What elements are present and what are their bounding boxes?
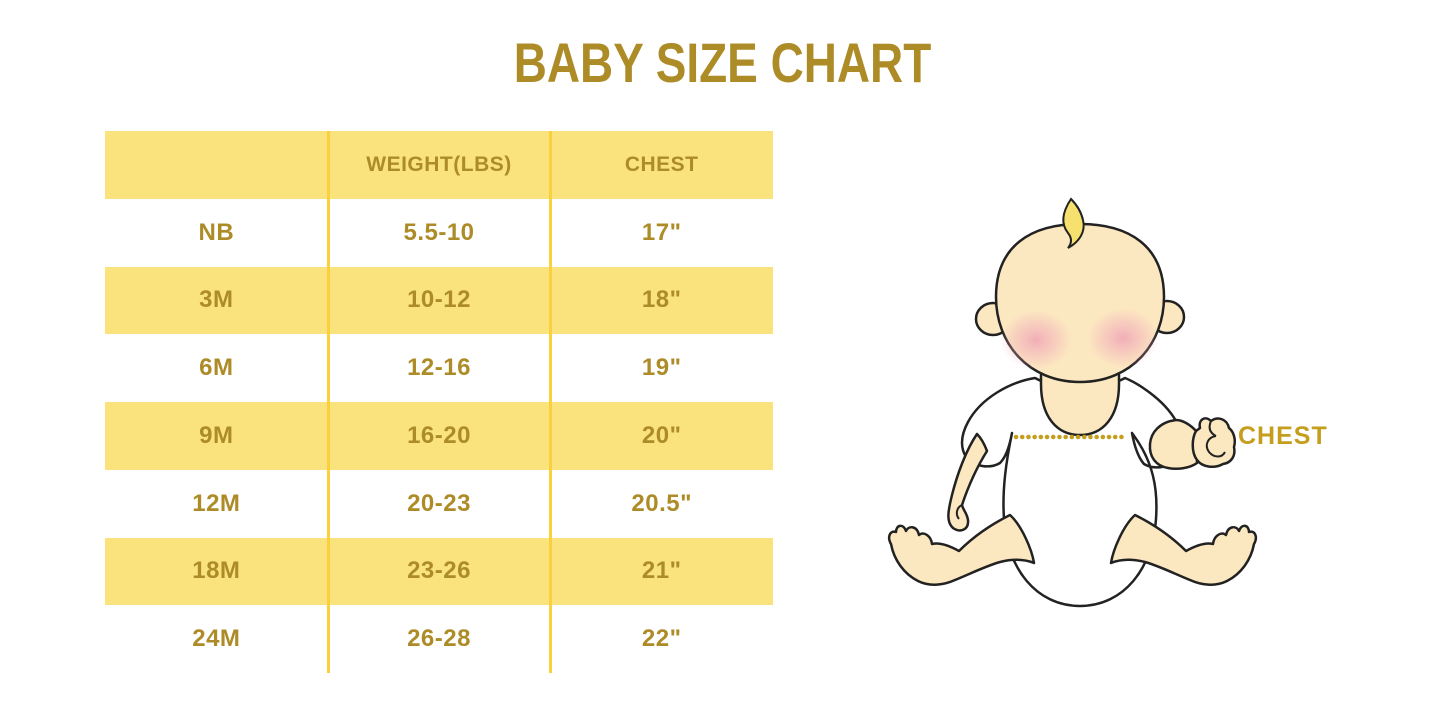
- table-row: NB 5.5-10 17": [105, 199, 773, 267]
- chest-label: CHEST: [1238, 422, 1328, 450]
- cell-size: NB: [198, 218, 235, 246]
- cell-size: 3M: [199, 286, 234, 314]
- cell-chest: 18": [641, 286, 682, 314]
- cell-chest: 22": [641, 625, 682, 653]
- baby-fist: [1191, 417, 1237, 469]
- cell-chest: 20.5": [631, 489, 692, 517]
- cell-size: 6M: [199, 354, 234, 382]
- cell-size: 9M: [199, 421, 234, 449]
- cell-chest: 21": [641, 557, 682, 585]
- table-row: 24M 26-28 22": [105, 605, 773, 673]
- baby-left-leg: [887, 513, 1036, 586]
- baby-left-hand-finger: [955, 504, 963, 520]
- table-row: 6M 12-16 19": [105, 334, 773, 402]
- baby-cheek-left: [1000, 310, 1072, 370]
- baby-illustration: CHEST: [860, 170, 1340, 620]
- table-row: 12M 20-23 20.5": [105, 470, 773, 538]
- cell-size: 18M: [192, 557, 241, 585]
- cell-weight: 5.5-10: [403, 218, 475, 246]
- baby-svg: CHEST: [887, 197, 1328, 608]
- cell-chest: 20": [641, 421, 682, 449]
- baby-fist-thumb-line: [1208, 420, 1217, 437]
- table-row: 9M 16-20 20": [105, 402, 773, 470]
- header-cell-weight: WEIGHT(LBS): [366, 152, 512, 176]
- cell-weight: 26-28: [407, 625, 471, 653]
- table-row: 3M 10-12 18": [105, 266, 773, 335]
- size-chart-table: WEIGHT(LBS) CHEST NB 5.5-10 17" 3M 10-12…: [105, 131, 773, 673]
- column-divider: [549, 131, 552, 673]
- baby-cheek-right: [1087, 308, 1159, 368]
- table-header-row: WEIGHT(LBS) CHEST: [105, 131, 773, 199]
- cell-size: 24M: [192, 625, 241, 653]
- header-cell-chest: CHEST: [624, 152, 699, 176]
- cell-weight: 20-23: [407, 489, 471, 517]
- baby-left-arm: [947, 432, 989, 532]
- cell-weight: 12-16: [407, 354, 471, 382]
- cell-chest: 17": [641, 218, 682, 246]
- column-divider: [327, 131, 330, 673]
- baby-right-arm: [1148, 418, 1199, 471]
- header-cell-size: [105, 131, 328, 199]
- cell-size: 12M: [192, 489, 241, 517]
- table-row: 18M 23-26 21": [105, 537, 773, 606]
- cell-chest: 19": [641, 354, 682, 382]
- cell-weight: 10-12: [407, 286, 471, 314]
- baby-fist-finger-curl: [1205, 435, 1226, 458]
- cell-weight: 23-26: [407, 557, 471, 585]
- page-title: BABY SIZE CHART: [513, 31, 932, 94]
- cell-weight: 16-20: [407, 421, 471, 449]
- baby-hair-curl: [1062, 197, 1085, 249]
